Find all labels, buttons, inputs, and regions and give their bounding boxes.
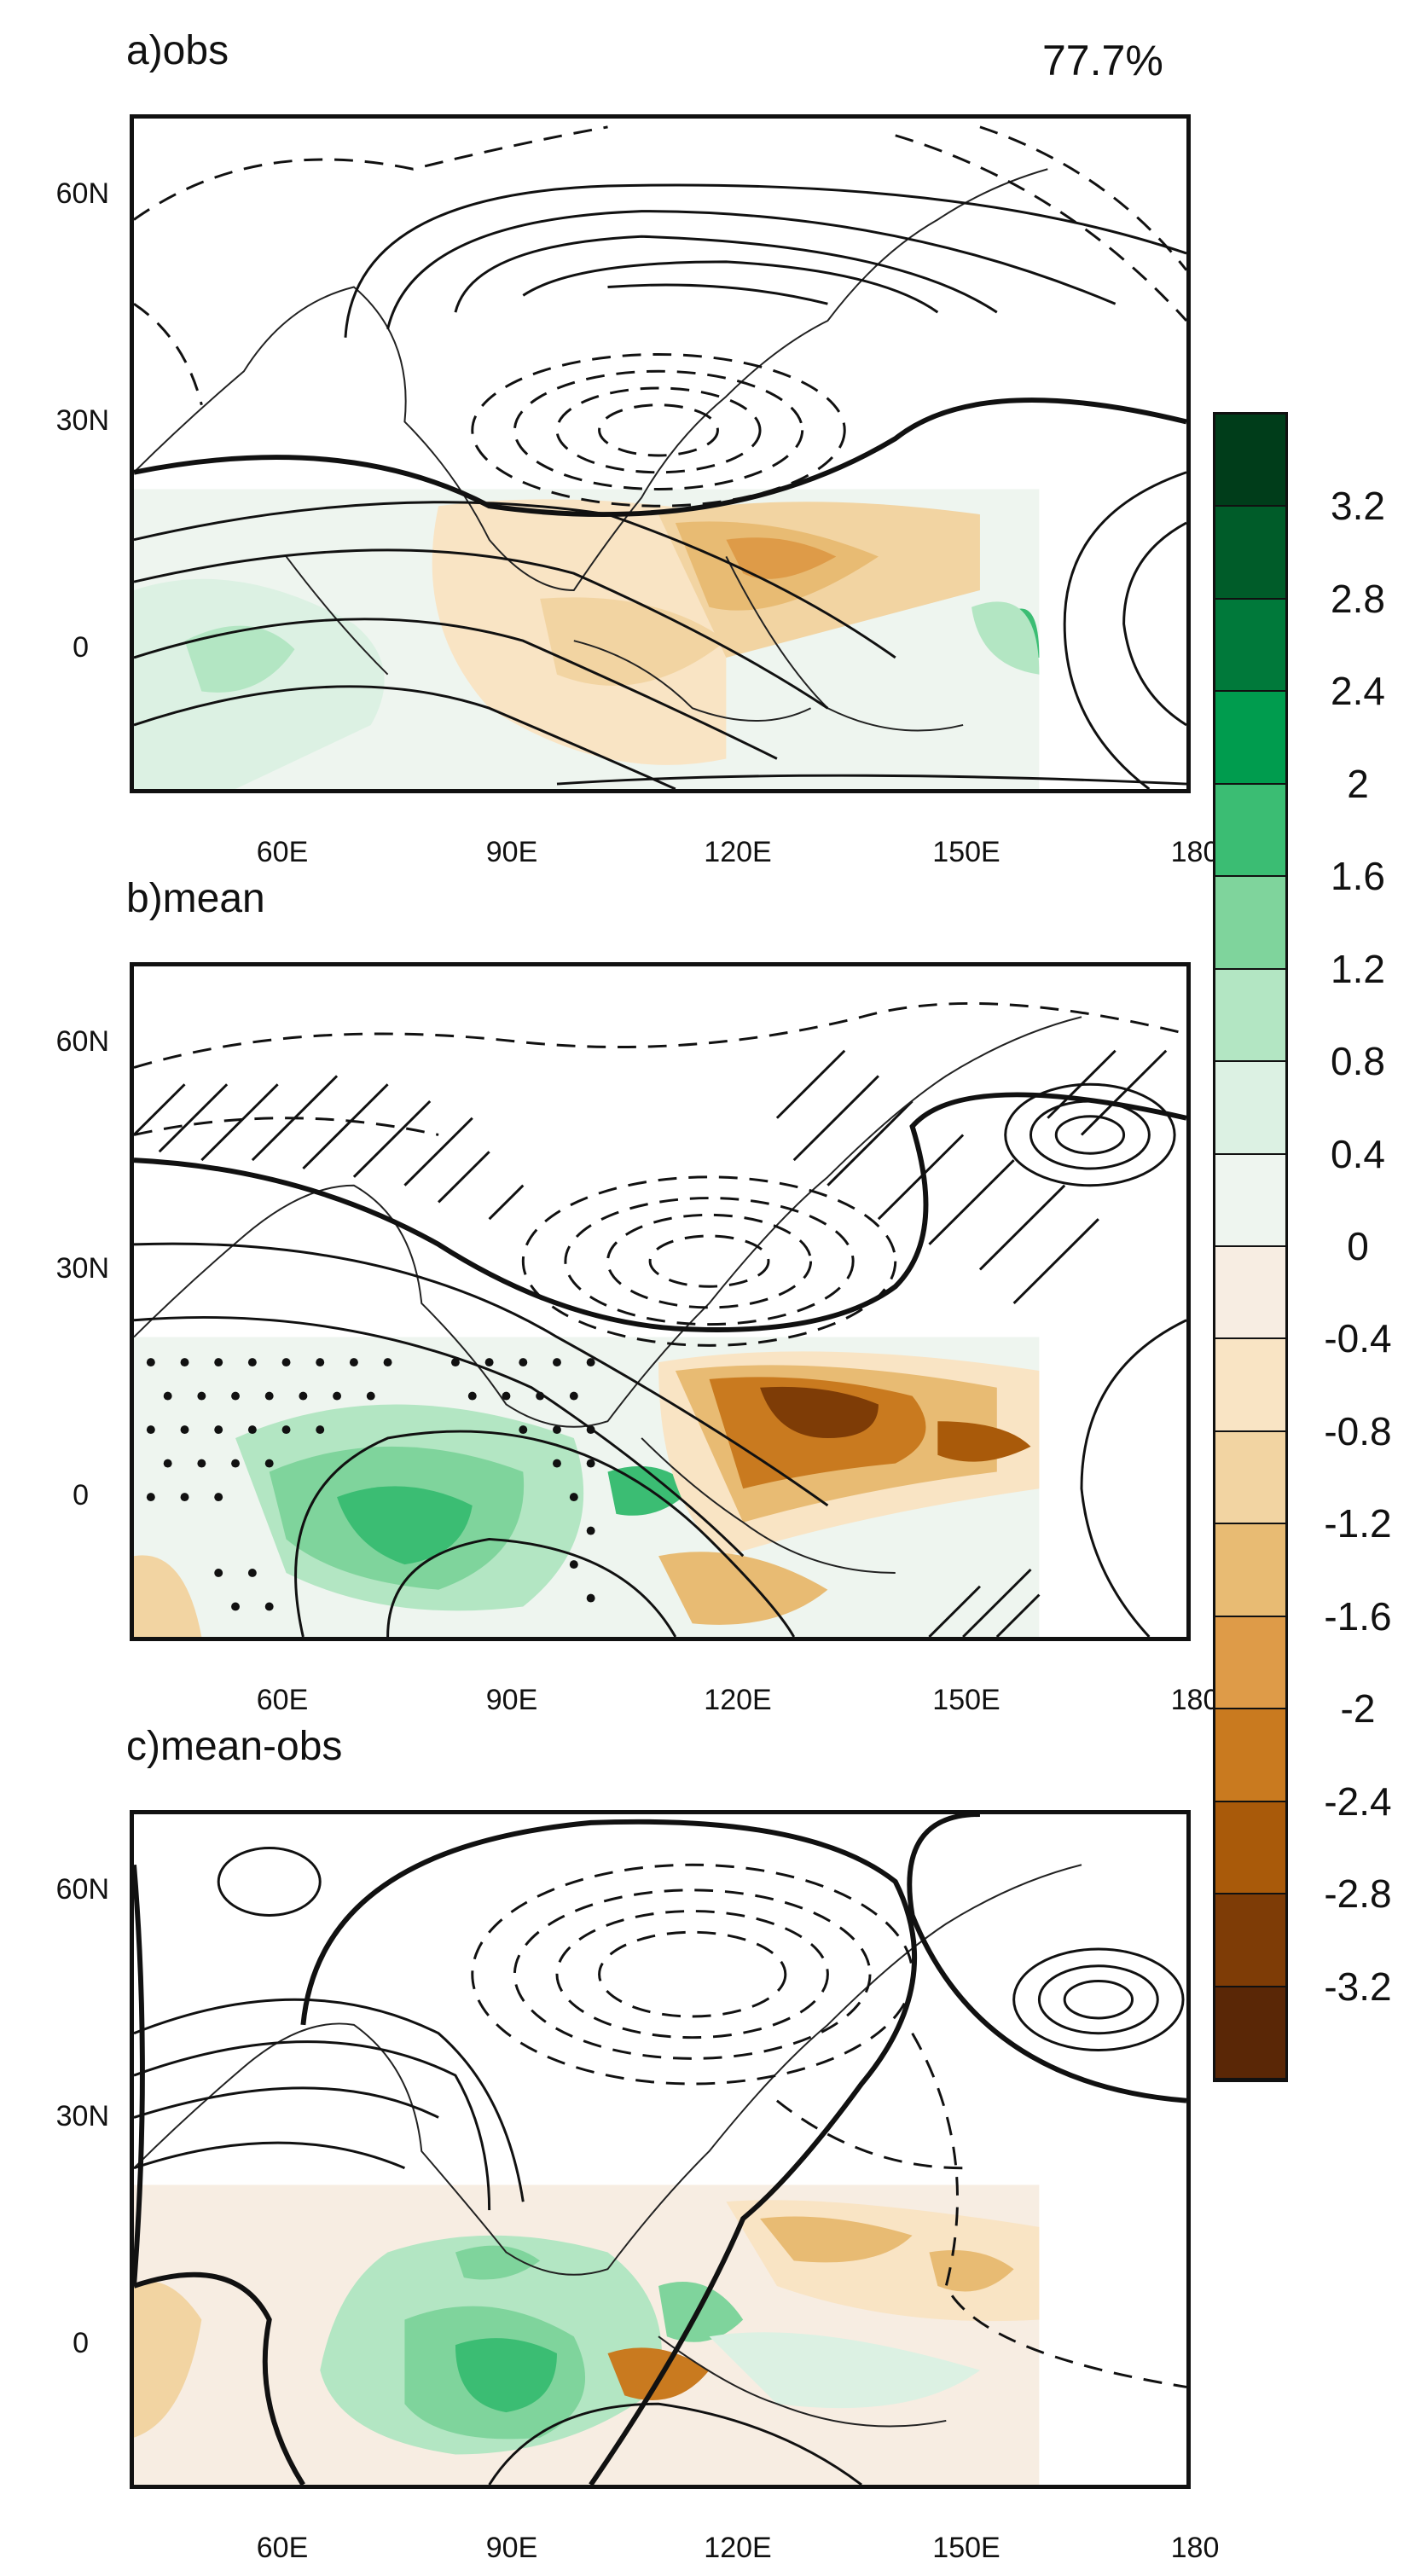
colorbar-tick-label: 2 (1347, 761, 1369, 806)
panel-b-lon-180: 180 (1170, 1684, 1220, 1716)
colorbar-tick-label: -2 (1340, 1686, 1376, 1732)
colorbar-segment (1215, 1062, 1285, 1155)
panel-c-lon-180: 180 (1170, 2532, 1220, 2564)
colorbar-tick-label: -0.4 (1324, 1316, 1392, 1361)
colorbar-segment (1215, 1709, 1285, 1802)
panel-a-lon-90e: 90E (485, 836, 538, 868)
panel-c-lon-60e: 60E (256, 2532, 309, 2564)
colorbar-segment (1215, 415, 1285, 508)
colorbar-tick-label: 0.4 (1331, 1131, 1385, 1176)
panel-c-lat-60n: 60N (55, 1873, 109, 1906)
panel-c-title: c)mean-obs (126, 1724, 343, 1769)
colorbar-tick-label: -1.6 (1324, 1593, 1392, 1639)
panel-b-lat-60n: 60N (55, 1025, 109, 1058)
colorbar-segment (1215, 969, 1285, 1063)
map-panel-c (130, 1810, 1191, 2489)
panel-a-lat-60n: 60N (55, 177, 109, 210)
colorbar-tick-label: 3.2 (1331, 484, 1385, 529)
colorbar-tick-label: 1.6 (1331, 854, 1385, 899)
colorbar-segment (1215, 784, 1285, 878)
colorbar-segment (1215, 599, 1285, 693)
colorbar-tick-label: -2.4 (1324, 1778, 1392, 1824)
colorbar-segment (1215, 1154, 1285, 1247)
panel-b-lon-90e: 90E (485, 1684, 538, 1716)
panel-c-lat-30n: 30N (55, 2100, 109, 2132)
map-panel-a (130, 114, 1191, 793)
colorbar-segment (1215, 1894, 1285, 1987)
panel-c-lon-120e: 120E (704, 2532, 772, 2564)
panel-a-lon-60e: 60E (256, 836, 309, 868)
colorbar-segment (1215, 1431, 1285, 1525)
colorbar-segment (1215, 1247, 1285, 1340)
panel-a-lon-120e: 120E (704, 836, 772, 868)
colorbar-tick-label: 2.4 (1331, 669, 1385, 714)
colorbar-segment (1215, 692, 1285, 785)
colorbar-tick-label: 1.2 (1331, 946, 1385, 991)
panel-b-title: b)mean (126, 876, 265, 921)
colorbar-segment (1215, 1987, 1285, 2080)
panel-b-lat-0: 0 (72, 1479, 89, 1511)
panel-a-title: a)obs (126, 28, 229, 73)
panel-a-lon-150e: 150E (932, 836, 1000, 868)
colorbar-segment (1215, 1801, 1285, 1895)
colorbar (1213, 412, 1288, 2082)
panel-a-lat-30n: 30N (55, 404, 109, 437)
colorbar-segment (1215, 877, 1285, 970)
panel-c-lon-90e: 90E (485, 2532, 538, 2564)
colorbar-tick-label: -1.2 (1324, 1501, 1392, 1546)
panel-b-lon-60e: 60E (256, 1684, 309, 1716)
colorbar-tick-label: 0 (1347, 1224, 1369, 1268)
map-panel-b (130, 962, 1191, 1641)
colorbar-tick-label: -2.8 (1324, 1871, 1392, 1917)
colorbar-segment (1215, 507, 1285, 600)
colorbar-segment (1215, 1616, 1285, 1710)
colorbar-tick-label: -0.8 (1324, 1408, 1392, 1453)
colorbar-segment (1215, 1524, 1285, 1617)
panel-b-lat-30n: 30N (55, 1252, 109, 1285)
panel-b-lon-120e: 120E (704, 1684, 772, 1716)
colorbar-tick-label: 0.8 (1331, 1039, 1385, 1084)
panel-c-lat-0: 0 (72, 2327, 89, 2359)
panel-a-lat-0: 0 (72, 631, 89, 664)
panel-a-lon-180: 180 (1170, 836, 1220, 868)
colorbar-segment (1215, 1339, 1285, 1432)
panel-c-lon-150e: 150E (932, 2532, 1000, 2564)
panel-b-lon-150e: 150E (932, 1684, 1000, 1716)
colorbar-tick-label: -3.2 (1324, 1964, 1392, 2009)
pattern-correlation-label: 77.7% (1042, 37, 1163, 84)
colorbar-tick-label: 2.8 (1331, 576, 1385, 621)
